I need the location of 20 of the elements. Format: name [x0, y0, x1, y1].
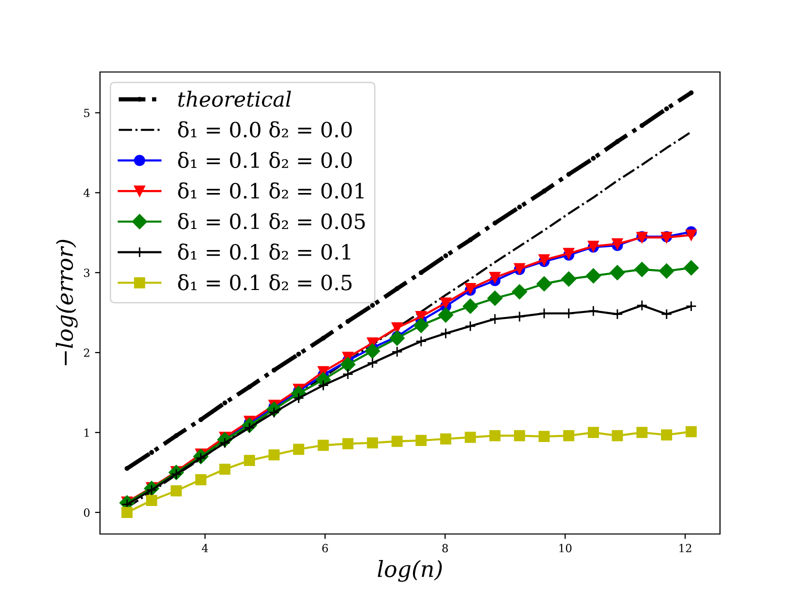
- x-tick-label: 10: [559, 544, 572, 552]
- x-tick-label: 8: [442, 544, 448, 552]
- y-tick-label: 1: [84, 428, 89, 437]
- y-tick-label: 3: [84, 268, 90, 278]
- legend-label: δ₁ = 0.1 δ₂ = 0.05: [178, 212, 365, 230]
- x-tick-label: 4: [202, 544, 208, 552]
- legend-label: δ₁ = 0.1 δ₂ = 0.1: [178, 244, 350, 260]
- x-tick-label: 12: [679, 544, 692, 552]
- y-tick-label: 5: [84, 108, 90, 118]
- y-tick-label: 0: [84, 508, 90, 517]
- y-axis-title: −log(error): [56, 240, 78, 366]
- legend-label: theoretical: [178, 90, 291, 107]
- x-tick-label: 6: [322, 544, 328, 552]
- legend-label: δ₁ = 0.1 δ₂ = 0.5: [178, 274, 352, 290]
- y-tick-label: 4: [84, 188, 90, 197]
- x-axis-title: log(n): [378, 560, 442, 582]
- y-tick-label: 2: [84, 348, 90, 357]
- legend-label: δ₁ = 0.1 δ₂ = 0.01: [178, 182, 364, 199]
- legend-label: δ₁ = 0.1 δ₂ = 0.0: [178, 152, 352, 168]
- legend-label: δ₁ = 0.0 δ₂ = 0.0: [178, 121, 352, 138]
